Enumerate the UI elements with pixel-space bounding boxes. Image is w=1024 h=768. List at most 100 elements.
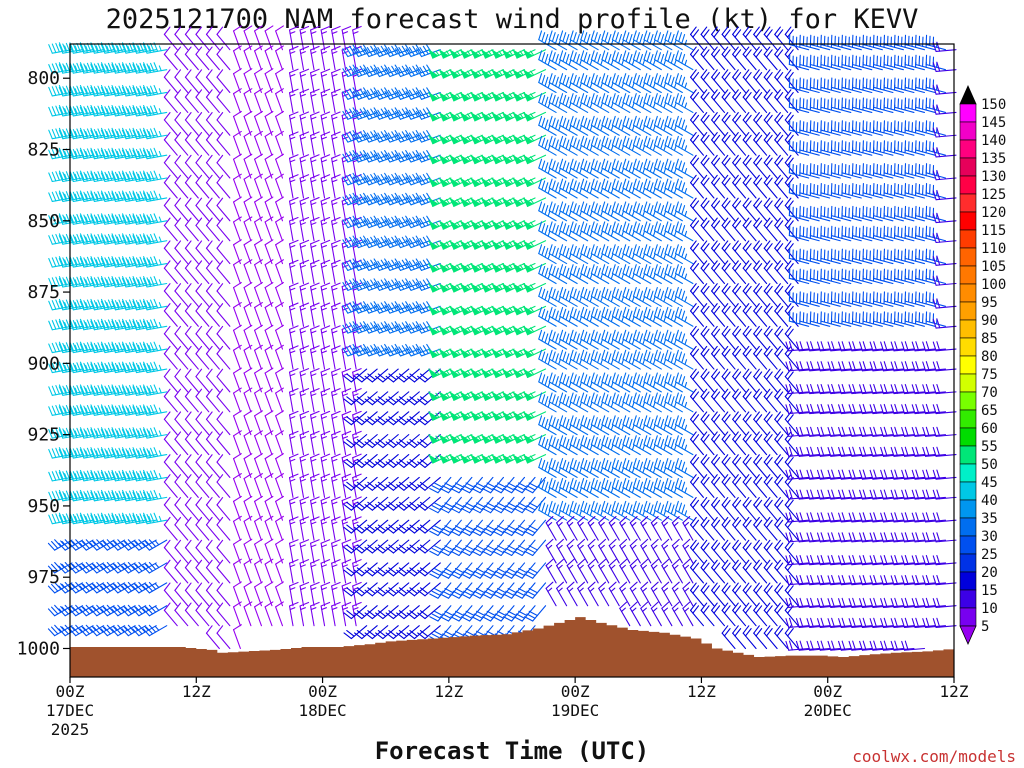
colorbar-label: 50 <box>981 457 998 473</box>
wind-barb <box>205 89 220 113</box>
wind-barb <box>232 196 242 222</box>
colorbar-swatch <box>959 193 977 213</box>
wind-barb <box>232 45 242 71</box>
wind-barb <box>121 539 147 551</box>
wind-barb <box>174 411 189 436</box>
wind-barb <box>264 430 274 456</box>
wind-barb <box>264 88 274 113</box>
wind-barb <box>232 173 242 199</box>
wind-barb <box>331 282 341 307</box>
wind-barb <box>232 301 242 327</box>
wind-barb <box>341 388 352 413</box>
wind-barb <box>310 410 320 436</box>
colorbar-swatch <box>959 265 977 285</box>
wind-barb <box>216 325 231 350</box>
wind-barb <box>310 131 320 156</box>
wind-barb <box>288 216 299 242</box>
wind-barb <box>342 64 368 78</box>
x-tick-date-label: 19DEC <box>551 701 599 720</box>
wind-barb <box>264 387 274 413</box>
wind-barb <box>254 282 263 307</box>
wind-barb <box>310 88 320 113</box>
wind-barb <box>205 345 220 370</box>
wind-barb <box>184 602 199 627</box>
x-tick-label: 12Z <box>434 682 463 701</box>
wind-barb <box>142 298 168 311</box>
wind-barb <box>142 489 168 502</box>
wind-barb <box>275 410 284 436</box>
wind-barb <box>216 411 231 436</box>
wind-barb <box>320 282 331 307</box>
wind-barb <box>195 197 210 222</box>
wind-barb <box>184 260 199 285</box>
wind-barb <box>288 345 299 370</box>
wind-barb <box>232 601 242 627</box>
wind-barb <box>254 495 263 521</box>
wind-barb <box>288 197 299 222</box>
wind-barb <box>163 602 178 627</box>
wind-barb <box>184 539 199 564</box>
wind-barb <box>100 85 126 97</box>
wind-barb <box>216 132 231 156</box>
wind-barb <box>310 302 320 327</box>
wind-barb <box>163 46 178 71</box>
wind-barb <box>232 25 242 51</box>
wind-barb <box>216 431 231 456</box>
wind-barb <box>331 539 341 564</box>
wind-barb <box>195 132 210 156</box>
y-tick-label: 800 <box>27 68 60 89</box>
wind-barb <box>264 45 274 71</box>
wind-barb <box>288 516 299 541</box>
wind-barb <box>163 582 178 607</box>
colorbar-label: 25 <box>981 547 998 563</box>
wind-barb <box>254 216 263 242</box>
colorbar-label: 120 <box>981 205 1006 221</box>
wind-barb <box>275 45 284 71</box>
wind-barb <box>184 368 199 393</box>
wind-barb <box>47 539 73 551</box>
wind-barb <box>288 45 299 71</box>
wind-barb <box>264 68 274 94</box>
wind-barb <box>111 562 136 574</box>
wind-barb <box>331 259 341 285</box>
wind-barb <box>163 132 178 156</box>
wind-barb <box>310 154 320 179</box>
wind-barb <box>254 324 263 350</box>
x-tick-label: 00Z <box>561 682 590 701</box>
wind-barb <box>264 344 274 370</box>
wind-barb <box>232 324 242 350</box>
wind-barb <box>174 496 189 521</box>
wind-barb <box>174 516 189 541</box>
colorbar-swatch <box>959 301 977 321</box>
wind-barb <box>243 430 253 456</box>
wind-barb <box>184 283 199 307</box>
wind-barb <box>254 473 263 498</box>
wind-barb <box>331 174 341 199</box>
wind-barb <box>205 431 220 456</box>
wind-barb <box>299 345 310 370</box>
wind-barb <box>232 367 242 393</box>
wind-barb <box>254 538 263 564</box>
colorbar-label: 110 <box>981 241 1006 257</box>
wind-barb <box>331 368 341 393</box>
x-tick-date-label: 17DEC <box>46 701 94 720</box>
wind-barb <box>331 601 341 627</box>
wind-barb <box>89 581 115 594</box>
colorbar-label: 140 <box>981 133 1006 149</box>
wind-barb <box>254 558 263 584</box>
wind-barb <box>352 107 378 120</box>
wind-barb <box>254 88 263 113</box>
wind-barb <box>363 192 389 206</box>
wind-barb <box>195 154 210 179</box>
wind-barb <box>254 301 263 327</box>
wind-barb <box>184 174 199 199</box>
wind-barb <box>184 240 199 265</box>
wind-barb <box>216 454 231 478</box>
wind-barb <box>320 239 331 265</box>
wind-barb <box>243 130 253 156</box>
wind-barb <box>47 604 73 617</box>
colorbar-swatch <box>959 607 977 627</box>
wind-barb <box>68 539 94 551</box>
wind-barb <box>216 345 231 370</box>
wind-barb <box>184 154 199 179</box>
